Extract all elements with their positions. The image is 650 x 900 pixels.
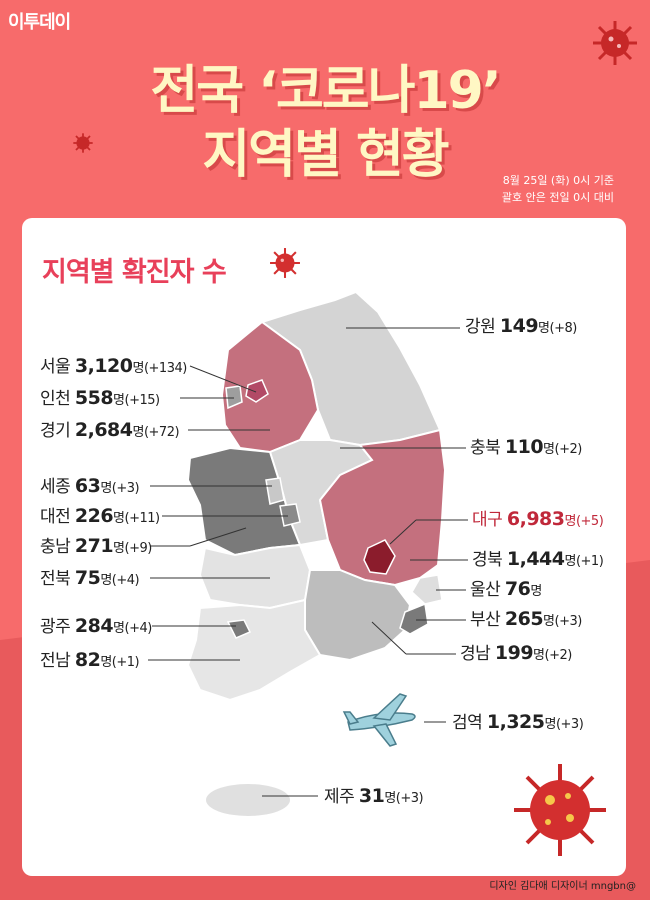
section-title: 지역별 확진자 수 xyxy=(42,257,227,288)
label-quarantine: 검역 1,325명(+3) xyxy=(452,711,584,733)
region-jeju xyxy=(206,784,290,816)
label-jeju: 제주 31명(+3) xyxy=(324,785,424,807)
region-gwangju xyxy=(226,619,252,639)
region-daejeon xyxy=(279,503,301,527)
basis-date: 8월 25일 (화) 0시 기준 xyxy=(502,174,614,187)
region-seoul xyxy=(245,379,269,403)
title-line-2: 지역별 현황 xyxy=(202,125,449,185)
label-busan: 부산 265명(+3) xyxy=(470,608,582,630)
label-chungnam: 충남 271명(+9) xyxy=(40,535,152,557)
label-daejeon: 대전 226명(+11) xyxy=(40,505,160,527)
airplane-icon xyxy=(342,693,416,747)
region-incheon xyxy=(225,385,243,410)
label-daegu: 대구 6,983명(+5) xyxy=(472,508,604,530)
virus-icon xyxy=(514,764,606,856)
region-jeonbuk xyxy=(198,543,312,610)
label-gyeongnam: 경남 199명(+2) xyxy=(460,642,572,664)
region-busan xyxy=(399,602,429,635)
label-seoul: 서울 3,120명(+134) xyxy=(40,355,187,377)
basis-note: 8월 25일 (화) 0시 기준 괄호 안은 전일 0시 대비 xyxy=(502,172,614,206)
label-chungbuk: 충북 110명(+2) xyxy=(470,436,582,458)
label-gyeonggi: 경기 2,684명(+72) xyxy=(40,419,180,441)
label-gangwon: 강원 149명(+8) xyxy=(465,315,577,337)
label-ulsan: 울산 76명 xyxy=(470,578,542,600)
virus-icon xyxy=(593,21,637,65)
label-jeonbuk: 전북 75명(+4) xyxy=(40,567,140,589)
virus-icon xyxy=(73,133,93,153)
logo: 이투데이 xyxy=(8,12,71,33)
label-incheon: 인천 558명(+15) xyxy=(40,387,160,409)
region-jeonnam xyxy=(186,598,322,702)
region-daegu xyxy=(363,539,396,575)
label-gwangju: 광주 284명(+4) xyxy=(40,615,152,637)
title-line-1: 전국 ‘코로나19’ xyxy=(150,61,501,121)
label-gyeongbuk: 경북 1,444명(+1) xyxy=(472,548,604,570)
region-sejong xyxy=(265,477,285,505)
basis-comparison: 괄호 안은 전일 0시 대비 xyxy=(501,191,614,204)
design-credit: 디자인 김다애 디자이너 mngbn@ xyxy=(489,881,636,892)
label-jeonnam: 전남 82명(+1) xyxy=(40,649,140,671)
label-sejong: 세종 63명(+3) xyxy=(40,475,140,497)
virus-icon xyxy=(270,248,300,278)
region-ulsan xyxy=(411,574,443,605)
